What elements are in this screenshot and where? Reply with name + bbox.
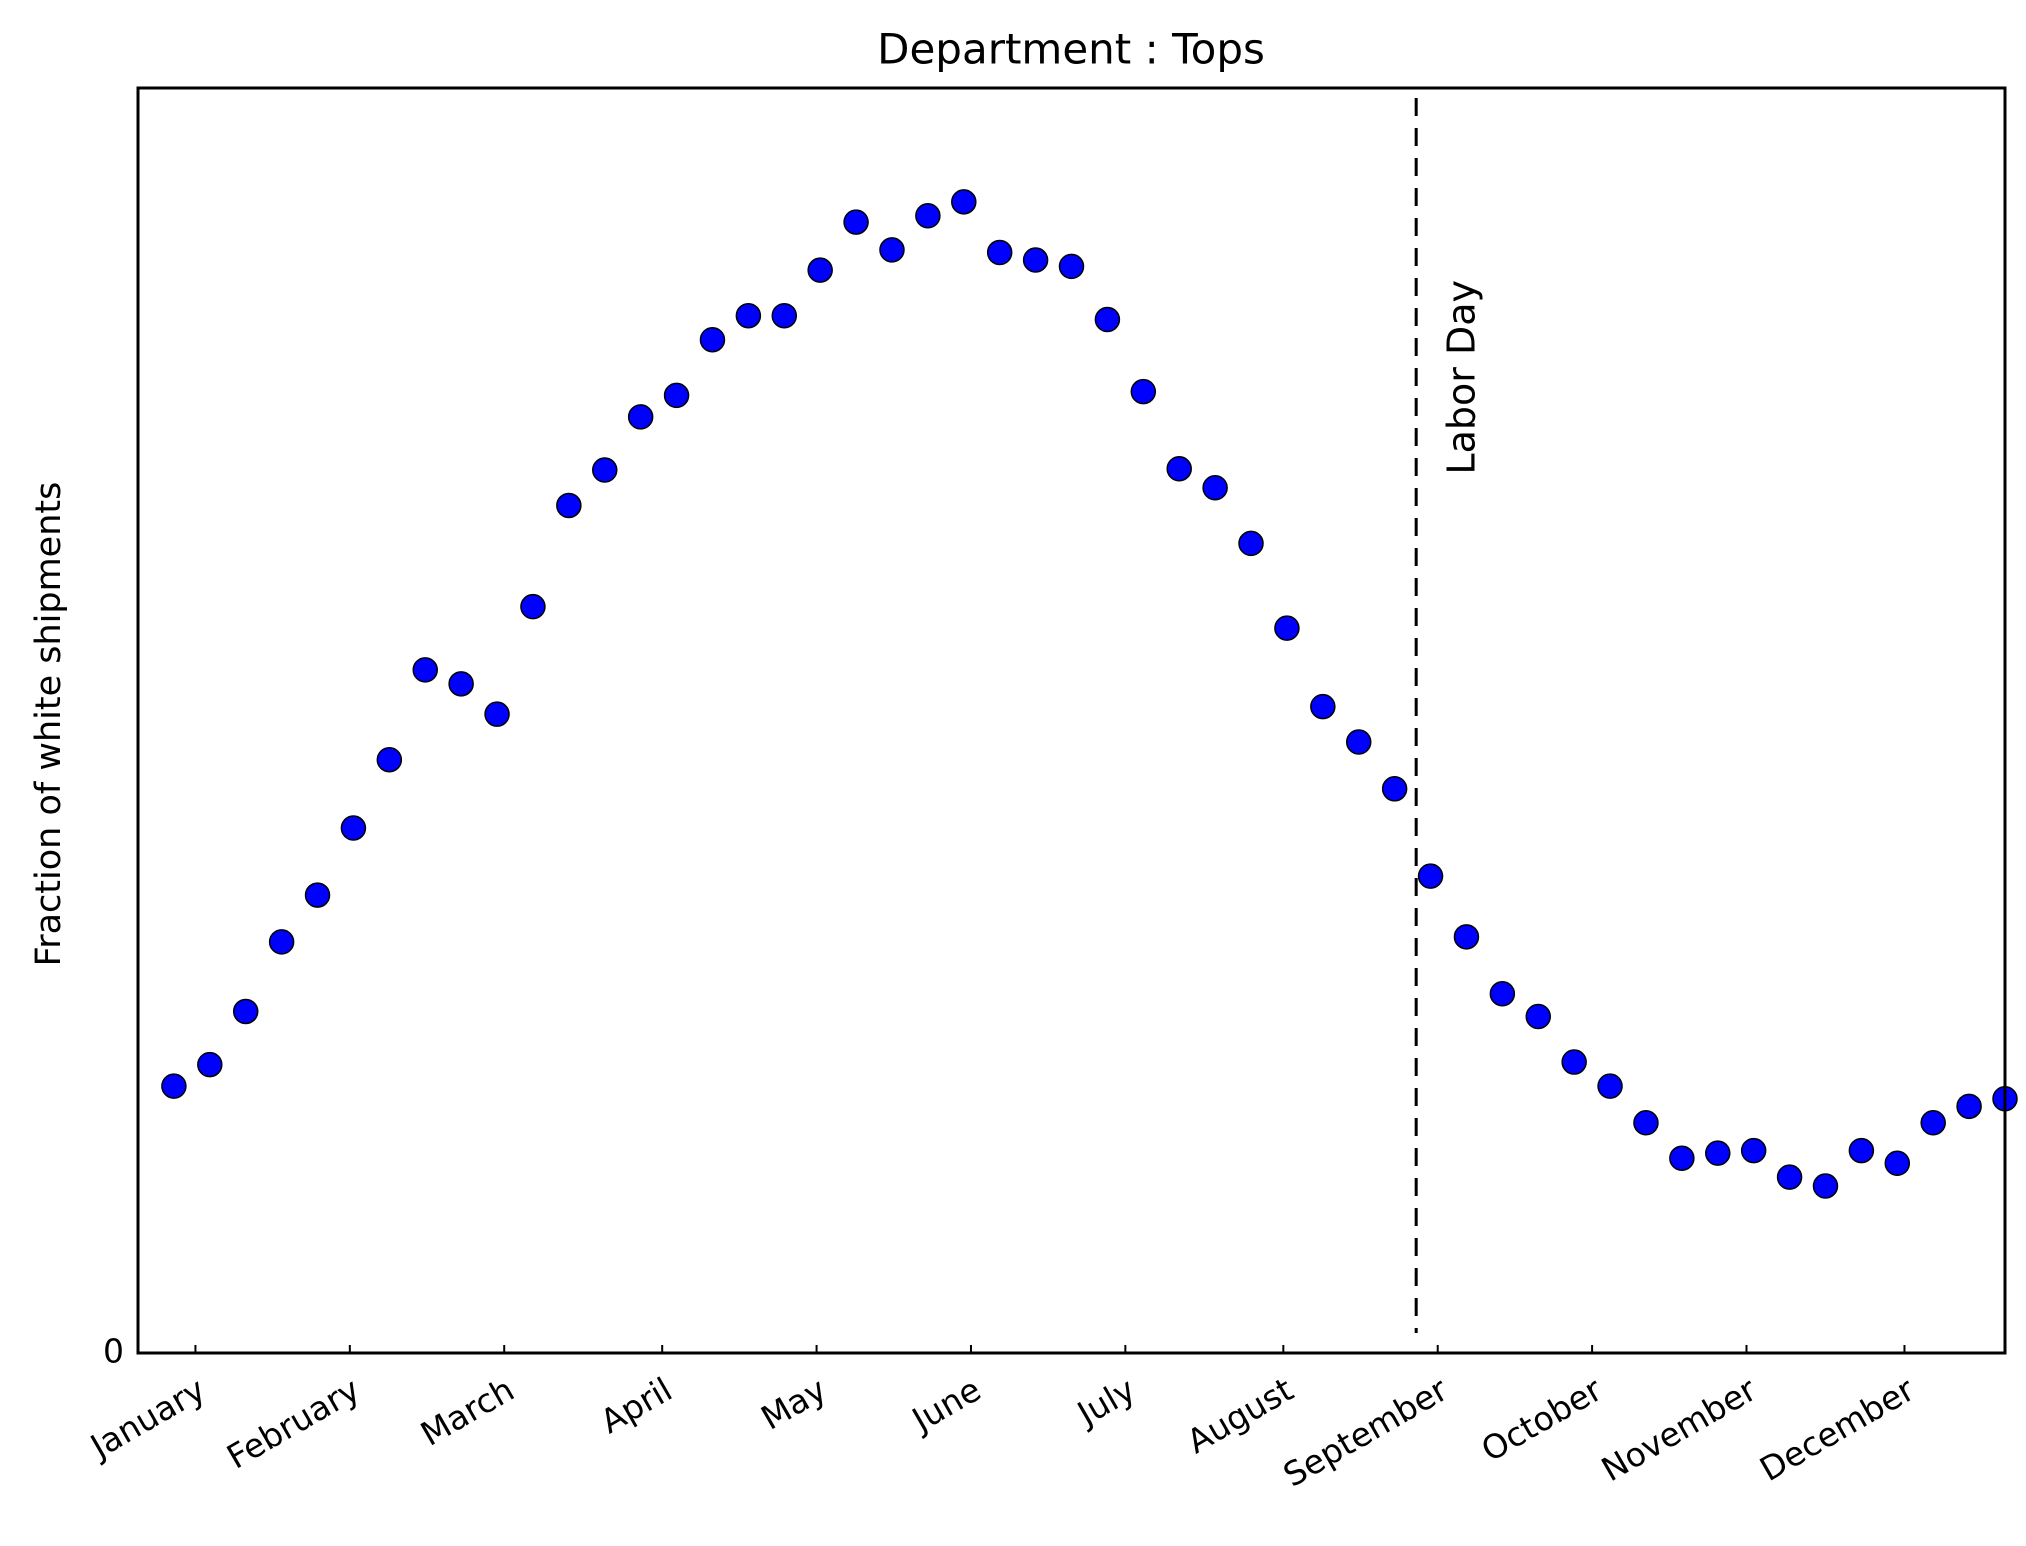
data-point: [448, 671, 474, 697]
y-axis-label: Fraction of white shipments: [29, 482, 69, 967]
data-point: [1022, 247, 1049, 273]
annotation-label: Labor Day: [1440, 280, 1484, 475]
x-tick-label: May: [754, 1370, 833, 1438]
data-point: [556, 492, 582, 519]
data-point: [520, 593, 546, 620]
x-tick-label: January: [82, 1370, 212, 1467]
data-point: [484, 701, 510, 727]
x-tick-label: July: [1069, 1370, 1142, 1434]
data-point: [1310, 693, 1336, 720]
data-point: [197, 1051, 223, 1078]
x-tick-label: December: [1753, 1369, 1921, 1489]
data-point: [1812, 1173, 1839, 1199]
data-point: [1058, 253, 1085, 280]
x-tick-label: April: [594, 1370, 679, 1441]
data-point: [1274, 615, 1300, 641]
data-point: [1345, 729, 1372, 755]
data-point: [304, 882, 331, 908]
data-point: [1633, 1110, 1659, 1136]
data-point: [1130, 378, 1157, 405]
x-tick-label: March: [414, 1370, 521, 1454]
data-point: [1848, 1137, 1875, 1164]
data-point: [1884, 1150, 1911, 1176]
data-point: [1417, 863, 1444, 889]
y-tick-label: 0: [103, 1332, 124, 1371]
data-point: [735, 302, 762, 329]
data-point: [268, 929, 295, 955]
plot-frame: [136, 86, 2007, 1355]
x-tick-label: November: [1595, 1369, 1764, 1489]
data-point: [699, 326, 726, 353]
x-tick-label: February: [220, 1370, 366, 1477]
data-point: [412, 657, 438, 683]
data-point: [771, 302, 798, 329]
data-point: [843, 209, 869, 235]
data-point: [879, 237, 905, 263]
x-tick-label: October: [1475, 1369, 1609, 1469]
data-point: [161, 1073, 187, 1099]
data-point: [1669, 1145, 1695, 1171]
chart-title: Department : Tops: [877, 25, 1265, 74]
data-point: [1202, 474, 1228, 501]
data-point: [1740, 1137, 1767, 1164]
data-point: [663, 382, 690, 409]
data-point: [1597, 1073, 1623, 1099]
x-tick-label: June: [904, 1370, 987, 1441]
data-point: [986, 239, 1013, 266]
data-point: [592, 457, 618, 483]
data-point: [1453, 924, 1480, 950]
data-point: [232, 998, 259, 1025]
data-point: [1776, 1164, 1803, 1190]
data-point: [376, 746, 403, 773]
x-tick-label: September: [1277, 1369, 1455, 1494]
data-point: [627, 404, 654, 430]
data-point: [1094, 306, 1121, 333]
data-point: [1525, 1003, 1551, 1030]
data-point: [807, 257, 833, 283]
data-point: [1705, 1140, 1731, 1166]
x-tick-label: August: [1180, 1370, 1300, 1462]
data-point: [1561, 1049, 1587, 1075]
data-point: [915, 203, 941, 229]
data-point: [340, 815, 367, 841]
data-point: [951, 189, 977, 215]
data-point: [1166, 456, 1192, 482]
data-point: [1920, 1110, 1946, 1136]
data-point: [1238, 530, 1264, 557]
data-point: [1956, 1093, 1982, 1120]
data-point: [1489, 980, 1516, 1007]
data-point: [1381, 776, 1408, 802]
